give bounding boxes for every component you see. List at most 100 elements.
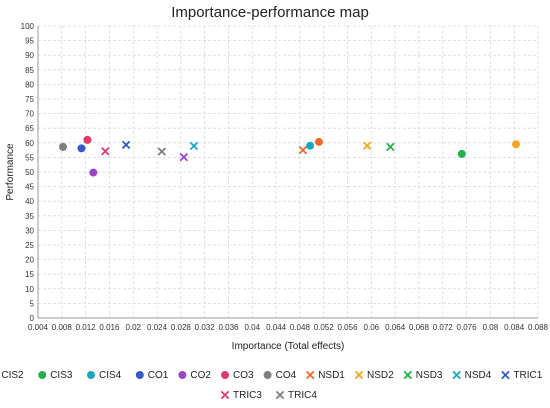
y-tick-label: 85 bbox=[25, 66, 34, 75]
x-axis-label: Importance (Total effects) bbox=[232, 341, 345, 352]
y-tick-label: 100 bbox=[21, 22, 35, 31]
x-tick-label: 0.008 bbox=[52, 323, 73, 332]
point-cis4 bbox=[306, 141, 315, 150]
y-tick-label: 95 bbox=[25, 37, 34, 46]
x-tick-label: 0.06 bbox=[364, 323, 380, 332]
legend-label: CO3 bbox=[233, 370, 254, 381]
x-tick-label: 0.088 bbox=[528, 323, 549, 332]
y-tick-label: 20 bbox=[25, 256, 34, 265]
x-tick-label: 0.072 bbox=[433, 323, 454, 332]
x-tick-label: 0.028 bbox=[171, 323, 192, 332]
x-tick-label: 0.068 bbox=[409, 323, 430, 332]
point-tric1 bbox=[121, 140, 131, 150]
legend-label: CIS3 bbox=[50, 370, 73, 381]
point-tric2 bbox=[179, 152, 189, 162]
y-tick-label: 80 bbox=[25, 80, 34, 89]
x-tick-label: 0.076 bbox=[457, 323, 478, 332]
y-tick-label: 65 bbox=[25, 124, 34, 133]
legend-label: CIS4 bbox=[99, 370, 122, 381]
data-points bbox=[59, 135, 520, 177]
legend-item-co1: CO1 bbox=[135, 370, 169, 381]
legend-marker bbox=[135, 371, 144, 379]
legend-marker bbox=[452, 370, 461, 380]
x-tick-label: 0.044 bbox=[266, 323, 287, 332]
legend-marker bbox=[220, 390, 230, 400]
point-co4 bbox=[59, 142, 67, 151]
y-tick-label: 35 bbox=[25, 212, 34, 221]
legend-item-nsd3: NSD3 bbox=[403, 370, 443, 381]
legend-item-tric3: TRIC3 bbox=[220, 390, 262, 401]
grid bbox=[37, 25, 539, 319]
y-tick-label: 25 bbox=[25, 241, 34, 250]
axes: 0.004 0.008 0.012 0.016 0.02 0.024 0.028 0.032 0… bbox=[21, 22, 549, 332]
legend-marker bbox=[403, 370, 413, 380]
legend-item-co2: CO2 bbox=[178, 370, 211, 381]
legend-marker bbox=[221, 371, 229, 379]
legend-marker bbox=[501, 370, 510, 380]
legend-marker bbox=[354, 370, 364, 380]
point-tric4 bbox=[157, 147, 167, 156]
legend-marker bbox=[275, 390, 285, 400]
point-co1 bbox=[77, 144, 86, 153]
x-tick-label: 0.056 bbox=[338, 323, 359, 332]
legend-label: CO4 bbox=[276, 370, 297, 381]
y-tick-label: 10 bbox=[25, 285, 34, 294]
legend-marker bbox=[305, 370, 315, 380]
x-tick-label: 0.064 bbox=[385, 323, 406, 332]
legend-label: CO1 bbox=[148, 370, 169, 381]
y-tick-label: 40 bbox=[25, 197, 34, 206]
point-nsd4 bbox=[189, 141, 199, 151]
legend-item-co3: CO3 bbox=[221, 370, 254, 381]
legend-item-cis3: CIS3 bbox=[38, 370, 73, 381]
y-tick-label: 70 bbox=[25, 110, 34, 119]
legend-label: CIS2 bbox=[1, 370, 24, 381]
legend-label: NSD3 bbox=[416, 370, 443, 381]
point-nsd3 bbox=[386, 142, 395, 152]
legend-item-nsd1: NSD1 bbox=[305, 370, 345, 381]
y-axis-label: Performance bbox=[5, 143, 16, 201]
legend-marker bbox=[87, 371, 95, 379]
legend-marker bbox=[178, 371, 187, 379]
x-tick-label: 0.032 bbox=[195, 323, 216, 332]
y-tick-label: 90 bbox=[25, 51, 34, 60]
point-tric3 bbox=[101, 147, 110, 156]
x-tick-label: 0.036 bbox=[218, 323, 239, 332]
y-tick-label: 0 bbox=[30, 314, 35, 323]
x-tick-label: 0.02 bbox=[125, 323, 141, 332]
point-nsd1 bbox=[298, 145, 308, 155]
y-tick-label: 75 bbox=[25, 95, 34, 104]
legend-label: NSD4 bbox=[465, 370, 492, 381]
legend-item-tric4: TRIC4 bbox=[275, 390, 317, 401]
y-tick-label: 45 bbox=[25, 183, 34, 192]
x-tick-label: 0.012 bbox=[76, 323, 97, 332]
legend-label: NSD1 bbox=[318, 370, 345, 381]
legend-item-co4: CO4 bbox=[263, 370, 297, 381]
x-tick-label: 0.016 bbox=[99, 323, 120, 332]
y-tick-label: 55 bbox=[25, 153, 34, 162]
point-co2 bbox=[89, 168, 98, 177]
y-tick-label: 30 bbox=[25, 226, 34, 235]
x-tick-label: 0.084 bbox=[504, 323, 525, 332]
point-cis3 bbox=[457, 149, 466, 158]
x-tick-label: 0.04 bbox=[244, 323, 260, 332]
legend-item-cis4: CIS4 bbox=[87, 370, 122, 381]
legend-marker bbox=[38, 371, 47, 379]
x-tick-label: 0.024 bbox=[147, 323, 168, 332]
legend-label: TRIC4 bbox=[288, 390, 317, 401]
legend-item-tric1: TRIC1 bbox=[501, 370, 543, 381]
point-cis1 bbox=[314, 137, 323, 146]
y-tick-label: 50 bbox=[25, 168, 34, 177]
y-tick-label: 15 bbox=[25, 270, 34, 279]
x-tick-label: 0.004 bbox=[28, 323, 49, 332]
legend-item-cis2: CIS2 bbox=[1, 370, 24, 381]
legend-item-nsd2: NSD2 bbox=[354, 370, 394, 381]
legend-label: TRIC3 bbox=[233, 390, 262, 401]
y-tick-label: 60 bbox=[25, 139, 34, 148]
legend-item-nsd4: NSD4 bbox=[452, 370, 492, 381]
chart-title: Importance-performance map bbox=[171, 4, 369, 21]
legend: CIS1CIS2CIS3CIS4CO1CO2CO3CO4NSD1NSD2NSD3… bbox=[1, 370, 543, 401]
point-co3 bbox=[83, 135, 92, 144]
legend-marker bbox=[263, 371, 272, 379]
point-cis2 bbox=[511, 140, 520, 149]
